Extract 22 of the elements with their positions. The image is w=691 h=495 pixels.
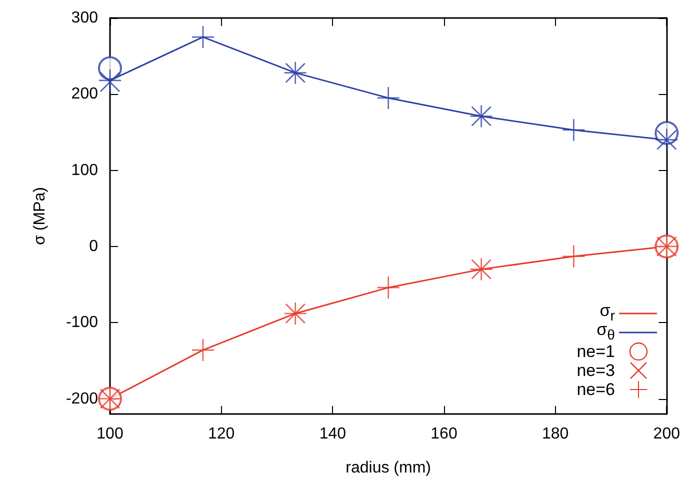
- y-tick-label: 300: [71, 10, 98, 26]
- point: [377, 276, 400, 299]
- y-tick-label: -100: [66, 314, 98, 332]
- y-tick-label: 0: [89, 238, 98, 255]
- point: [562, 118, 585, 141]
- point: [98, 56, 122, 80]
- y-tick-label: 100: [71, 162, 98, 179]
- x-tick-label: 180: [542, 426, 569, 442]
- x-tick-label: 160: [430, 426, 458, 442]
- y-axis-title: σ (MPa): [32, 187, 48, 245]
- x-tick-label: 140: [319, 426, 346, 442]
- point: [562, 245, 585, 268]
- x-tick-label: 120: [208, 426, 235, 442]
- legend-label: ne=1: [576, 342, 615, 360]
- y-tick-label: -200: [66, 390, 98, 408]
- x-axis-title: radius (mm): [346, 460, 431, 476]
- point: [377, 86, 400, 109]
- x-tick-label: 200: [653, 426, 680, 442]
- legend-label: ne=3: [576, 360, 615, 380]
- x-tick-label: 100: [96, 426, 124, 442]
- legend-label: ne=6: [576, 380, 615, 398]
- y-tick-label: 200: [71, 86, 98, 103]
